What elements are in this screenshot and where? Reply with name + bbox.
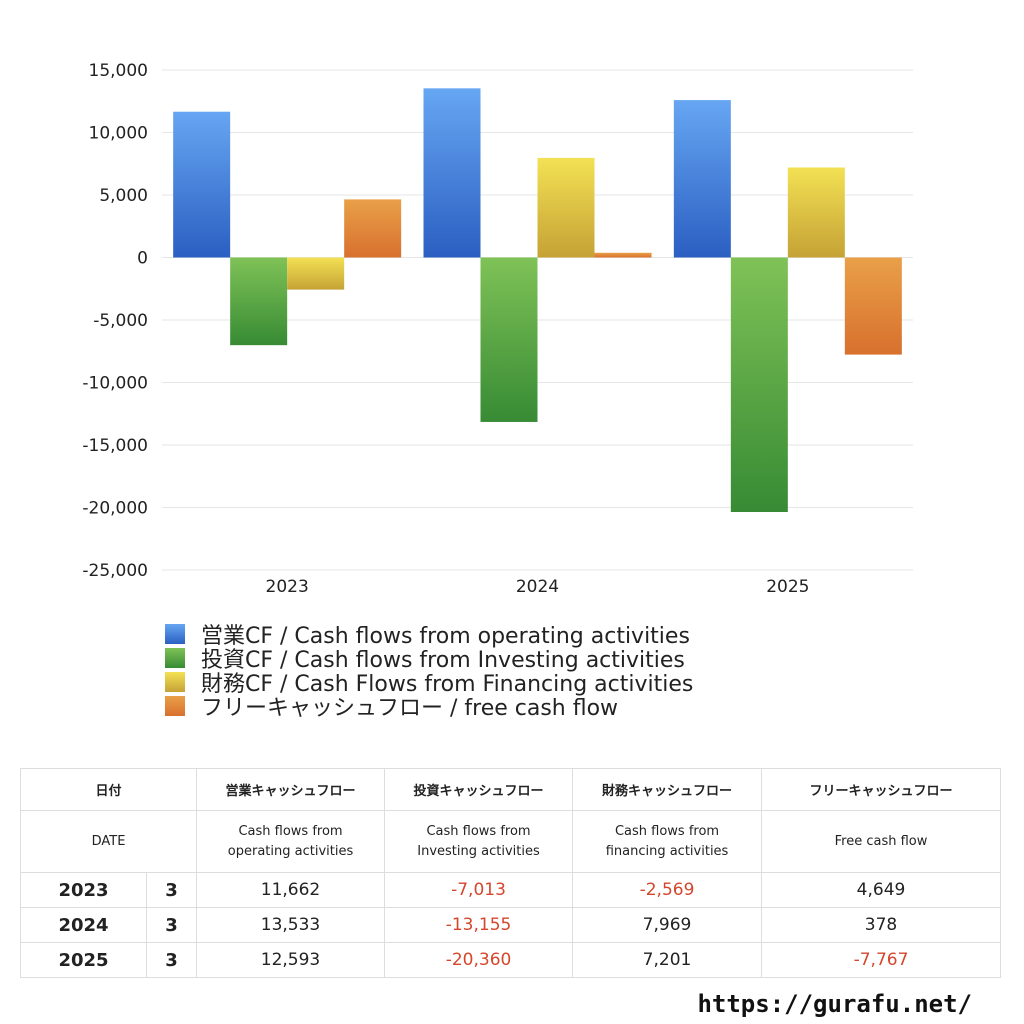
cell-operating: 11,662 — [196, 872, 386, 908]
legend-item-investing: 投資CF / Cash flows from Investing activit… — [165, 646, 693, 673]
cell-investing: -20,360 — [384, 942, 574, 978]
table-row: 2025 3 12,593 -20,360 7,201 -7,767 — [20, 942, 1002, 978]
legend-label-investing: 投資CF / Cash flows from Investing activit… — [201, 648, 685, 673]
x-tick-label: 2024 — [516, 577, 559, 597]
source-url[interactable]: https://gurafu.net/ — [697, 990, 972, 1018]
y-tick-label: 10,000 — [89, 124, 148, 144]
row-month: 3 — [145, 872, 198, 908]
legend-swatch-operating — [165, 624, 185, 644]
y-tick-label: -5,000 — [93, 311, 148, 331]
legend-label-free-cash-flow: フリーキャッシュフロー / free cash flow — [201, 696, 619, 721]
subheader-free-cash-flow: Free cash flow — [761, 810, 1002, 873]
table-row: 2023 3 11,662 -7,013 -2,569 4,649 — [20, 872, 1002, 908]
cell-operating: 12,593 — [196, 942, 386, 978]
legend-label-operating: 営業CF / Cash flows from operating activit… — [201, 624, 690, 649]
subheader-investing: Cash flows from Investing activities — [384, 810, 574, 873]
header-date: 日付 — [19, 768, 198, 811]
bar-2-1 — [730, 257, 788, 512]
bar-2-2 — [787, 167, 845, 258]
subheader-investing-text: Cash flows from Investing activities — [417, 823, 540, 859]
y-tick-label: 0 — [137, 249, 148, 269]
cell-financing: 7,969 — [572, 907, 763, 943]
bar-0-0 — [173, 111, 231, 258]
cell-financing: 7,201 — [572, 942, 763, 978]
subheader-financing: Cash flows from financing activities — [572, 810, 763, 873]
legend-item-operating: 営業CF / Cash flows from operating activit… — [165, 622, 693, 649]
legend-swatch-investing — [165, 648, 185, 668]
chart-legend: 営業CF / Cash flows from operating activit… — [165, 622, 693, 721]
legend-swatch-financing — [165, 672, 185, 692]
cell-investing: -7,013 — [384, 872, 574, 908]
y-tick-label: -20,000 — [82, 499, 148, 519]
table-row: 2024 3 13,533 -13,155 7,969 378 — [20, 907, 1002, 943]
legend-label-financing: 財務CF / Cash Flows from Financing activit… — [201, 672, 694, 697]
x-tick-label: 2025 — [766, 577, 809, 597]
subheader-operating: Cash flows from operating activities — [196, 810, 386, 873]
table-header-row: 日付 営業キャッシュフロー 投資キャッシュフロー 財務キャッシュフロー フリーキ… — [19, 768, 1002, 811]
x-tick-label: 2023 — [266, 577, 309, 597]
cell-financing: -2,569 — [572, 872, 763, 908]
cell-free-cash-flow: 4,649 — [761, 872, 1002, 908]
table-subheader-row: DATE Cash flows from operating activitie… — [19, 810, 1002, 873]
bar-2-3 — [844, 257, 902, 355]
y-tick-label: 5,000 — [99, 186, 148, 206]
cash-flow-table: 日付 営業キャッシュフロー 投資キャッシュフロー 財務キャッシュフロー フリーキ… — [19, 768, 1002, 978]
bar-1-3 — [594, 252, 652, 258]
row-month: 3 — [145, 907, 198, 943]
header-free-cash-flow: フリーキャッシュフロー — [761, 768, 1002, 811]
header-financing: 財務キャッシュフロー — [572, 768, 763, 811]
cell-free-cash-flow: -7,767 — [761, 942, 1002, 978]
y-tick-label: -25,000 — [82, 561, 148, 581]
y-tick-label: -10,000 — [82, 374, 148, 394]
row-year: 2024 — [20, 907, 147, 943]
legend-item-free-cash-flow: フリーキャッシュフロー / free cash flow — [165, 694, 693, 721]
subheader-operating-text: Cash flows from operating activities — [227, 823, 354, 859]
subheader-date: DATE — [19, 810, 198, 873]
cash-flow-bar-chart: 15,000 10,000 5,000 0 -5,000 -10,000 -15,000 -2… — [82, 61, 913, 597]
row-month: 3 — [145, 942, 198, 978]
y-tick-label: -15,000 — [82, 436, 148, 456]
bar-0-1 — [230, 257, 288, 346]
bar-0-2 — [287, 257, 345, 290]
cell-free-cash-flow: 378 — [761, 907, 1002, 943]
header-investing: 投資キャッシュフロー — [384, 768, 574, 811]
header-operating: 営業キャッシュフロー — [196, 768, 386, 811]
row-year: 2025 — [20, 942, 147, 978]
subheader-financing-text: Cash flows from financing activities — [605, 823, 729, 859]
y-tick-label: 15,000 — [89, 61, 148, 81]
legend-swatch-free-cash-flow — [165, 696, 185, 716]
row-year: 2023 — [20, 872, 147, 908]
cell-operating: 13,533 — [196, 907, 386, 943]
cell-investing: -13,155 — [384, 907, 574, 943]
bar-1-2 — [537, 157, 595, 258]
bar-1-0 — [423, 88, 481, 258]
legend-item-financing: 財務CF / Cash Flows from Financing activit… — [165, 670, 693, 697]
bar-1-1 — [480, 257, 538, 422]
bar-0-3 — [344, 199, 402, 258]
bar-2-0 — [673, 100, 731, 258]
